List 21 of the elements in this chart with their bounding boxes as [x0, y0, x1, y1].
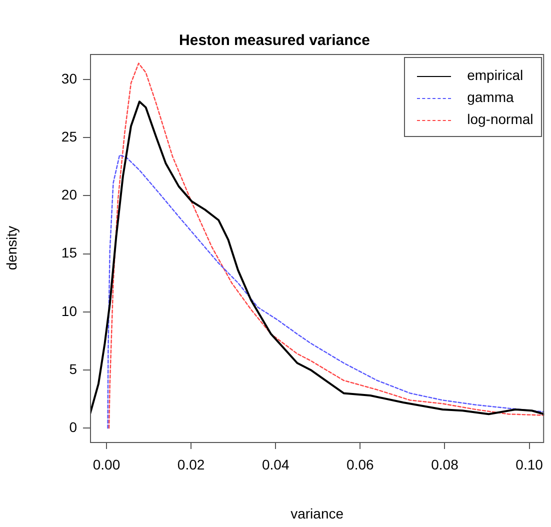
- x-tick-label: 0.02: [177, 456, 205, 472]
- x-tick-label: 0.00: [92, 456, 120, 472]
- chart-title: Heston measured variance: [179, 32, 370, 50]
- legend-label: gamma: [467, 89, 514, 105]
- line-series: [108, 62, 544, 429]
- x-axis-title: variance: [290, 505, 344, 522]
- legend-label: empirical: [467, 67, 524, 83]
- legend-label: log-normal: [467, 111, 534, 127]
- y-tick-label: 5: [69, 360, 78, 377]
- y-tick-label: 15: [61, 244, 78, 261]
- x-tick-label: 0.10: [516, 456, 544, 472]
- y-tick-label: 10: [61, 302, 78, 319]
- y-tick-label: 20: [61, 186, 78, 203]
- x-tick-label: 0.08: [431, 456, 459, 472]
- y-tick-label: 0: [69, 418, 78, 435]
- y-tick-label: 25: [61, 128, 78, 144]
- y-tick-label: 30: [61, 70, 78, 86]
- x-tick-label: 0.06: [346, 456, 374, 472]
- line-series: [107, 154, 544, 429]
- x-tick-label: 0.04: [262, 456, 290, 472]
- y-axis-title: density: [3, 226, 20, 270]
